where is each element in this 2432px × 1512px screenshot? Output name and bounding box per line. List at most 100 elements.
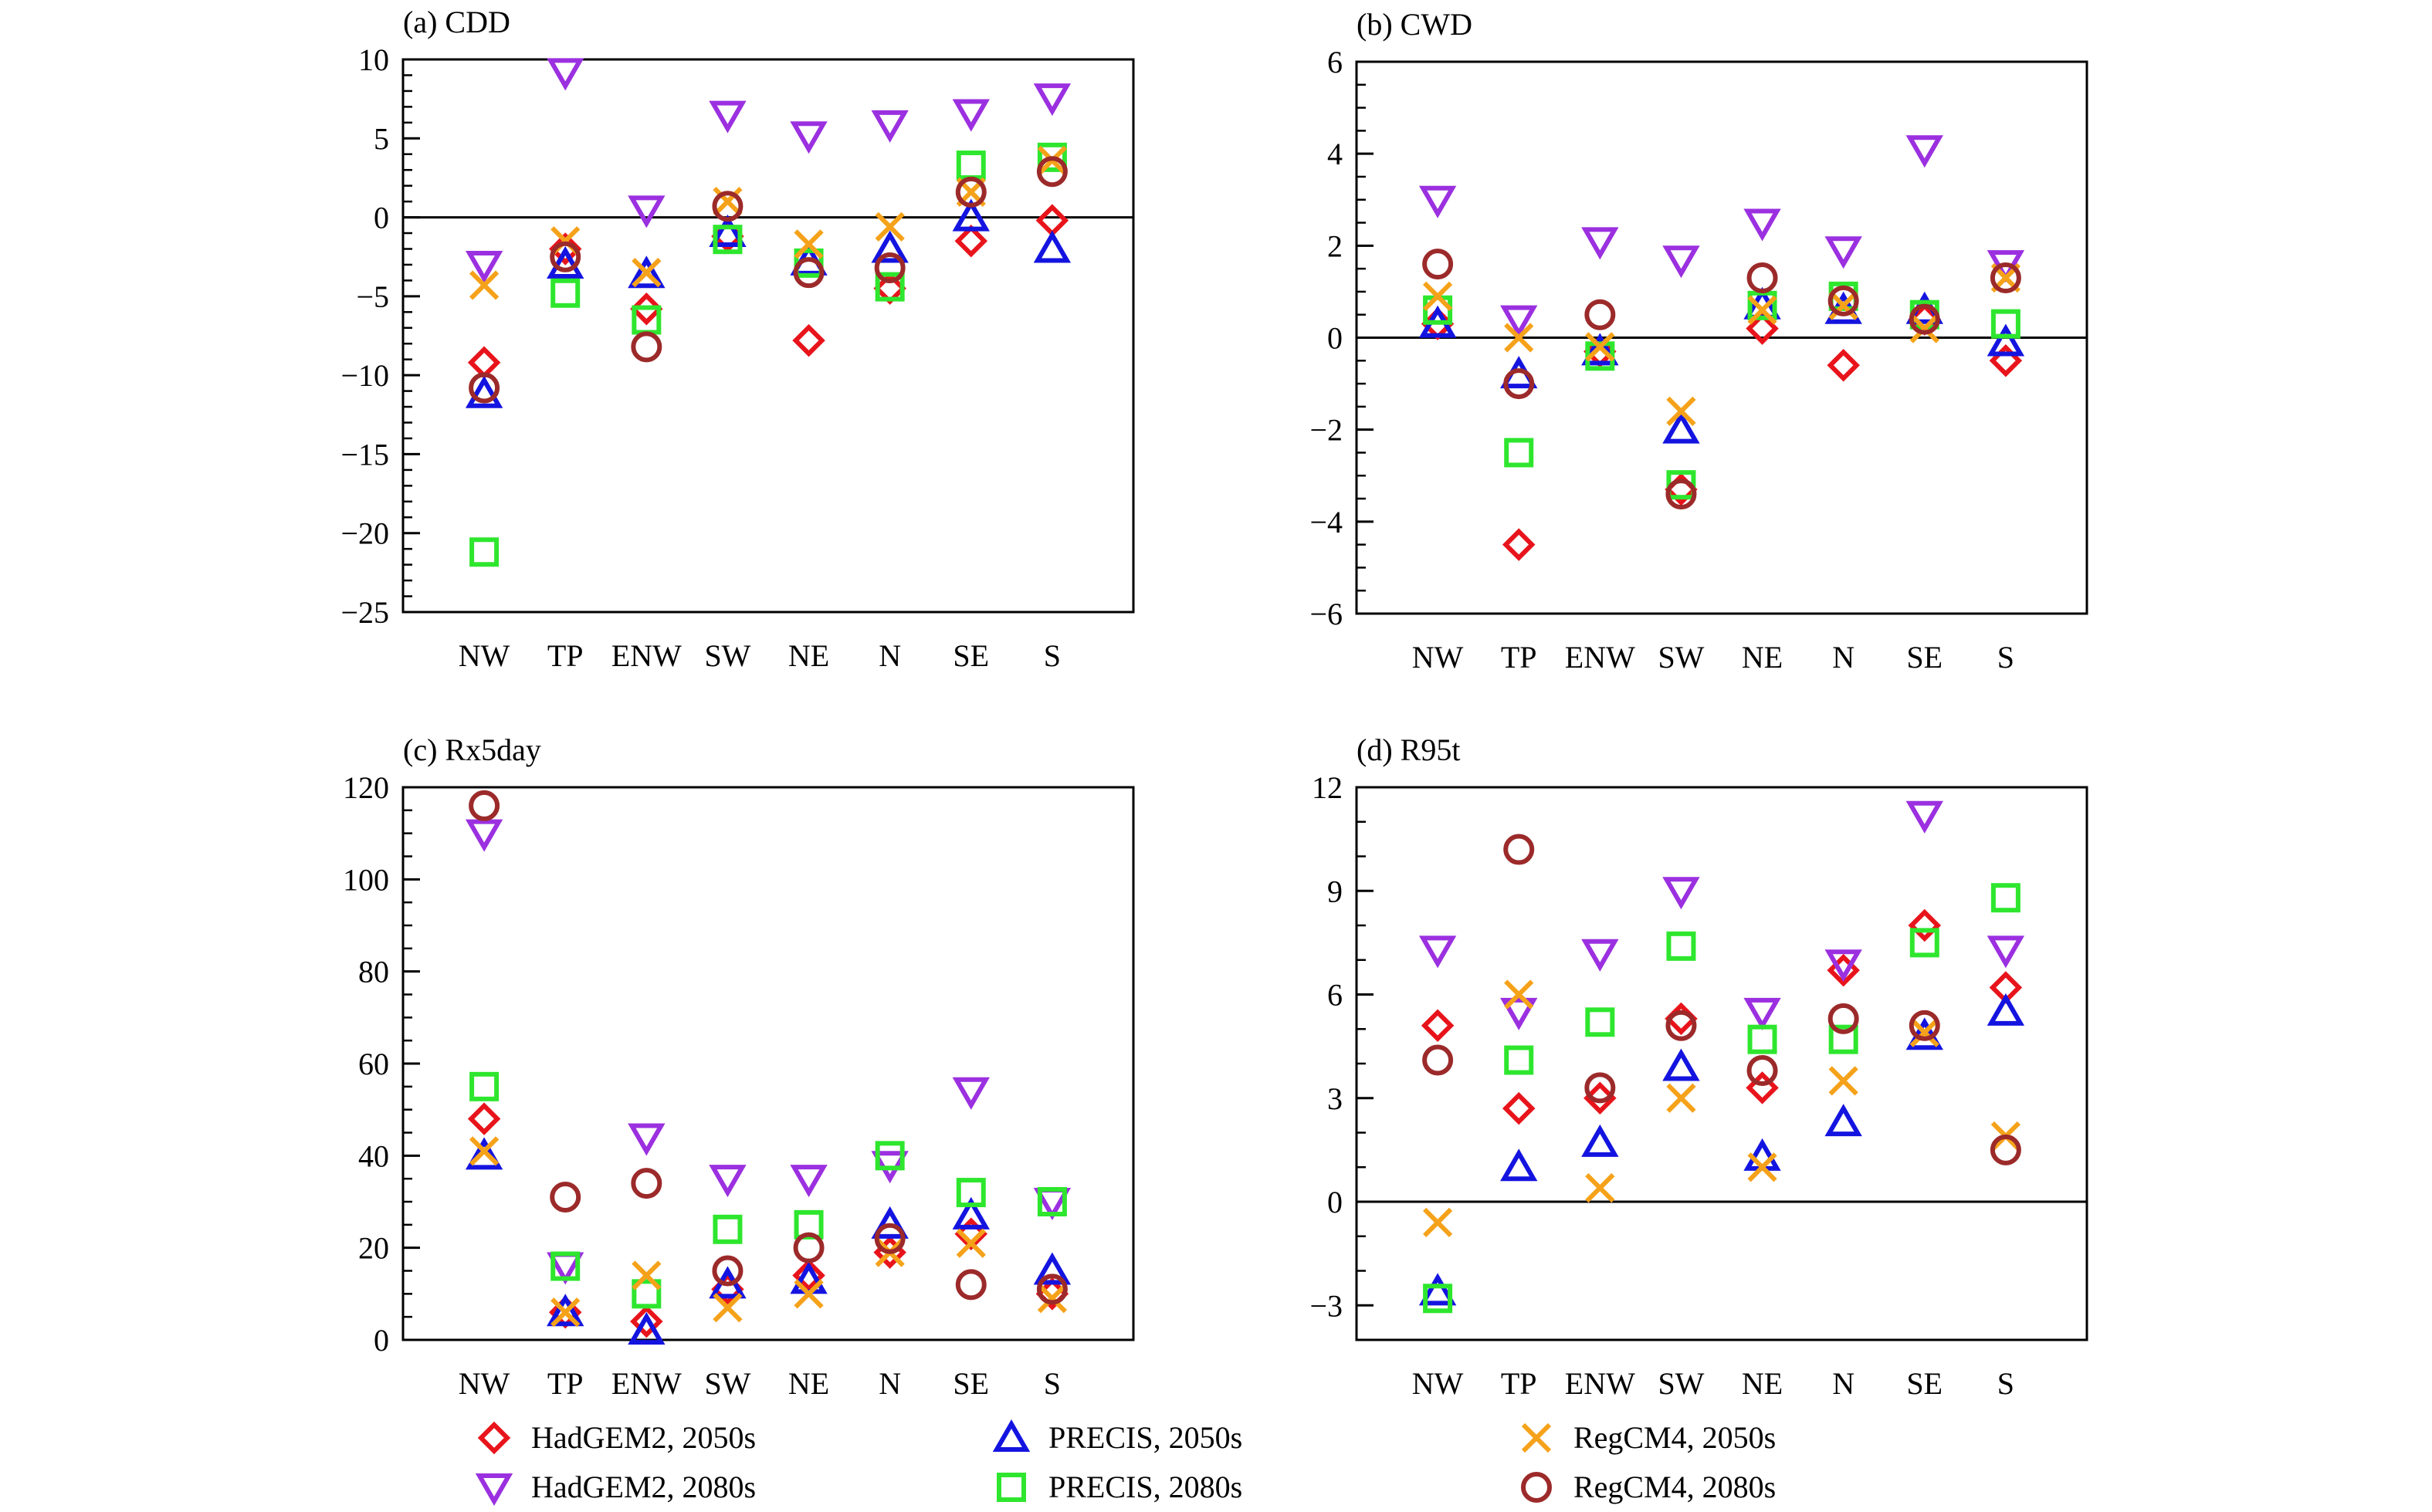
- marker-had2080-ne: [790, 1165, 828, 1198]
- marker-reg2050-sw: [713, 186, 743, 217]
- marker-reg2080-ne: [1746, 1054, 1778, 1086]
- marker-pre2050-nw: [465, 1137, 503, 1170]
- marker-reg2050-enw: [632, 1260, 662, 1290]
- legend-label: PRECIS, 2050s: [1048, 1420, 1242, 1455]
- y-tick-label: 100: [343, 862, 389, 897]
- marker-had2080-enw: [1581, 227, 1619, 260]
- x-tick-label: SW: [1658, 1366, 1704, 1401]
- y-tick-label: −25: [340, 595, 389, 630]
- marker-reg2080-sw: [1665, 1010, 1697, 1041]
- x-tick-label: ENW: [1565, 1366, 1635, 1401]
- x-tick-label: NE: [788, 638, 829, 673]
- marker-reg2050-se: [1909, 1017, 1939, 1047]
- marker-reg2080-se: [955, 176, 987, 208]
- marker-pre2080-se: [956, 1178, 986, 1208]
- marker-reg2050-enw: [632, 258, 662, 288]
- marker-had2080-sw: [1662, 245, 1700, 279]
- x-tick-label: NW: [1412, 640, 1464, 675]
- marker-had2080-se: [952, 1077, 990, 1110]
- x-tick-label: N: [1832, 1366, 1854, 1401]
- marker-reg2050-ne: [1747, 1152, 1777, 1182]
- marker-reg2080-n: [1827, 1003, 1859, 1034]
- x-tick-label: TP: [547, 638, 584, 673]
- marker-pre2050-n: [1824, 1104, 1862, 1137]
- marker-reg2050-sw: [1666, 396, 1696, 426]
- y-tick-label: 0: [1327, 321, 1343, 356]
- marker-had2080-se: [1905, 135, 1943, 168]
- marker-pre2050-n: [871, 1206, 909, 1239]
- marker-pre2050-nw: [1418, 1273, 1457, 1306]
- marker-pre2080-n: [1828, 1024, 1858, 1054]
- x-tick-label: NE: [1742, 1366, 1783, 1401]
- marker-had2080-se: [952, 99, 990, 132]
- marker-reg2080-se: [955, 1269, 987, 1301]
- y-tick-label: 9: [1327, 874, 1343, 908]
- marker-pre2080-tp: [550, 1251, 581, 1281]
- legend-item-reg2050: RegCM4, 2050s: [1521, 1420, 1776, 1455]
- marker-had2050-nw: [1421, 1009, 1455, 1043]
- marker-reg2050-ne: [1747, 295, 1777, 325]
- marker-reg2050-se: [956, 1228, 986, 1258]
- marker-had2080-ne: [790, 121, 828, 154]
- x-tick-label: ENW: [611, 1366, 682, 1401]
- x-tick-label: TP: [1501, 640, 1537, 675]
- marker-pre2080-nw: [469, 537, 500, 567]
- marker-pre2050-s: [1033, 230, 1072, 263]
- marker-pre2080-nw: [1423, 1284, 1453, 1314]
- marker-had2080-tp: [1500, 305, 1538, 338]
- marker-pre2050-enw: [628, 1312, 666, 1345]
- x-tick-label: ENW: [611, 638, 682, 673]
- marker-reg2080-sw: [712, 1255, 743, 1287]
- marker-reg2050-nw: [1422, 281, 1453, 311]
- marker-had2080-se: [1905, 800, 1943, 834]
- marker-pre2050-nw: [465, 375, 503, 408]
- marker-had2050-tp: [1502, 1091, 1536, 1125]
- legend-item-reg2080: RegCM4, 2080s: [1521, 1470, 1776, 1504]
- marker-pre2080-ne: [794, 1209, 824, 1240]
- y-tick-label: 0: [374, 1323, 389, 1358]
- marker-had2050-se: [954, 1217, 988, 1251]
- marker-pre2050-sw: [1662, 411, 1700, 444]
- marker-reg2080-tp: [1503, 834, 1535, 865]
- marker-reg2080-ne: [793, 1232, 825, 1263]
- x-tick-label: NE: [788, 1366, 829, 1401]
- legend-marker-reg2050: [1521, 1422, 1552, 1453]
- x-tick-label: NW: [459, 638, 510, 673]
- y-tick-label: 4: [1327, 137, 1343, 171]
- x-tick-label: NE: [1742, 640, 1783, 675]
- y-tick-label: 0: [374, 201, 389, 235]
- y-tick-label: 60: [358, 1047, 389, 1081]
- marker-had2080-n: [871, 110, 909, 143]
- marker-reg2080-s: [1990, 262, 2021, 294]
- marker-reg2080-sw: [712, 191, 743, 222]
- marker-had2050-s: [1989, 344, 2023, 377]
- marker-reg2080-s: [1036, 1274, 1068, 1305]
- marker-reg2050-ne: [794, 229, 824, 259]
- legend-label: HadGEM2, 2080s: [531, 1470, 756, 1504]
- marker-had2080-enw: [1581, 939, 1619, 972]
- y-tick-label: 20: [358, 1231, 389, 1266]
- y-tick-label: −5: [356, 279, 389, 314]
- marker-pre2080-tp: [1504, 1045, 1534, 1075]
- marker-pre2050-se: [952, 198, 990, 232]
- marker-had2080-ne: [1743, 997, 1781, 1030]
- marker-had2050-n: [1827, 349, 1860, 382]
- y-tick-label: −10: [340, 358, 389, 393]
- y-tick-label: 0: [1327, 1185, 1343, 1219]
- marker-had2080-s: [1987, 935, 2025, 969]
- marker-pre2050-enw: [1581, 1124, 1619, 1157]
- marker-reg2080-nw: [1422, 1044, 1454, 1076]
- x-tick-label: N: [879, 638, 901, 673]
- panel--d-r95t: (d) R95t 12 9 6 3 0 −3 NW TP ENW SW NE N SE S: [1309, 732, 2088, 1401]
- x-tick-label: SE: [953, 1366, 989, 1401]
- marker-reg2080-s: [1990, 1134, 2021, 1165]
- marker-had2080-n: [1824, 236, 1862, 269]
- marker-pre2050-tp: [1500, 1148, 1538, 1182]
- marker-pre2050-sw: [709, 215, 747, 248]
- legend-item-had2050: HadGEM2, 2050s: [477, 1420, 756, 1455]
- marker-pre2050-sw: [1662, 1048, 1700, 1081]
- marker-pre2050-se: [952, 1196, 990, 1230]
- marker-had2050-se: [1908, 908, 1942, 942]
- marker-reg2050-sw: [713, 1293, 743, 1323]
- y-tick-label: −4: [1309, 505, 1343, 540]
